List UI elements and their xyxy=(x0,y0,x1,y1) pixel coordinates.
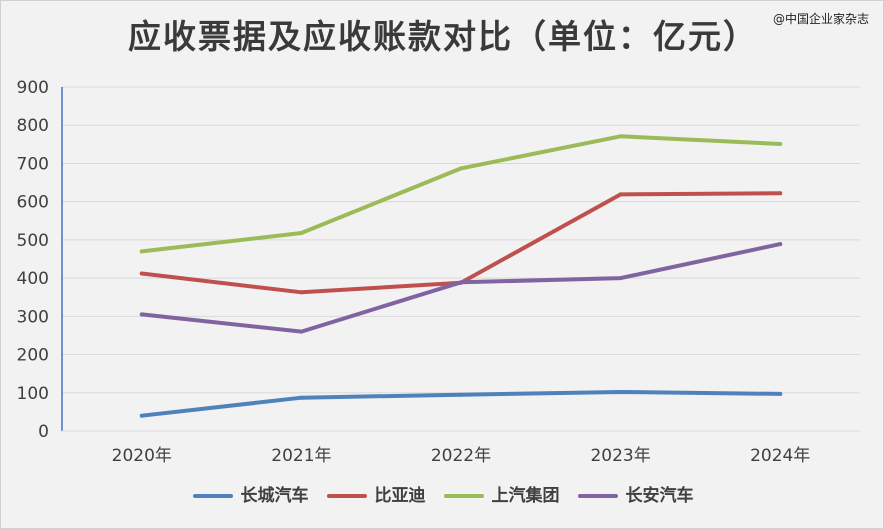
data-point xyxy=(299,231,304,236)
data-point xyxy=(459,280,463,285)
data-point xyxy=(139,271,144,276)
data-point xyxy=(778,391,783,396)
legend-label: 上汽集团 xyxy=(491,486,560,506)
data-point xyxy=(139,413,144,418)
y-tick-label: 500 xyxy=(17,231,49,251)
series-line xyxy=(139,242,783,334)
data-point xyxy=(618,276,623,281)
data-point xyxy=(778,141,783,146)
legend-swatch xyxy=(192,494,233,498)
chart-title: 应收票据及应收账款对比（单位：亿元） xyxy=(128,17,758,56)
legend-item: 长安汽车 xyxy=(577,485,694,507)
legend-swatch xyxy=(443,494,484,498)
data-point xyxy=(778,191,783,196)
series-line xyxy=(139,191,783,295)
x-tick-label: 2024年 xyxy=(750,446,810,466)
y-tick-label: 800 xyxy=(17,116,49,136)
watermark: @中国企业家杂志 xyxy=(772,12,869,26)
data-point xyxy=(459,166,463,171)
data-point xyxy=(299,395,304,400)
y-tick-label: 100 xyxy=(17,384,49,404)
data-point xyxy=(618,390,623,395)
x-tick-label: 2021年 xyxy=(271,446,331,466)
x-tick-label: 2020年 xyxy=(112,446,172,466)
y-tick-label: 600 xyxy=(17,193,49,213)
data-point xyxy=(139,249,144,254)
data-point xyxy=(618,134,623,139)
data-point xyxy=(139,312,144,317)
data-point xyxy=(778,242,783,247)
y-tick-label: 400 xyxy=(17,269,49,289)
legend-item: 上汽集团 xyxy=(443,485,560,507)
legend-item: 比亚迪 xyxy=(326,485,426,507)
legend-swatch xyxy=(577,494,618,498)
x-tick-label: 2023年 xyxy=(590,446,650,466)
data-point xyxy=(299,290,304,295)
y-tick-label: 0 xyxy=(38,422,49,442)
x-tick-label: 2022年 xyxy=(431,446,491,466)
legend-label: 长安汽车 xyxy=(625,486,694,506)
legend-item: 长城汽车 xyxy=(192,485,309,507)
y-tick-label: 200 xyxy=(17,346,49,366)
legend-swatch xyxy=(326,494,367,498)
y-tick-label: 300 xyxy=(17,307,49,327)
y-tick-label: 700 xyxy=(17,154,49,174)
legend-label: 比亚迪 xyxy=(374,486,426,506)
data-point xyxy=(618,192,623,197)
data-point xyxy=(299,329,304,334)
data-point xyxy=(459,392,463,397)
legend-label: 长城汽车 xyxy=(240,486,309,506)
y-tick-label: 900 xyxy=(17,78,49,98)
chart-legend: 长城汽车 比亚迪 上汽集团 长安汽车 xyxy=(1,485,883,507)
